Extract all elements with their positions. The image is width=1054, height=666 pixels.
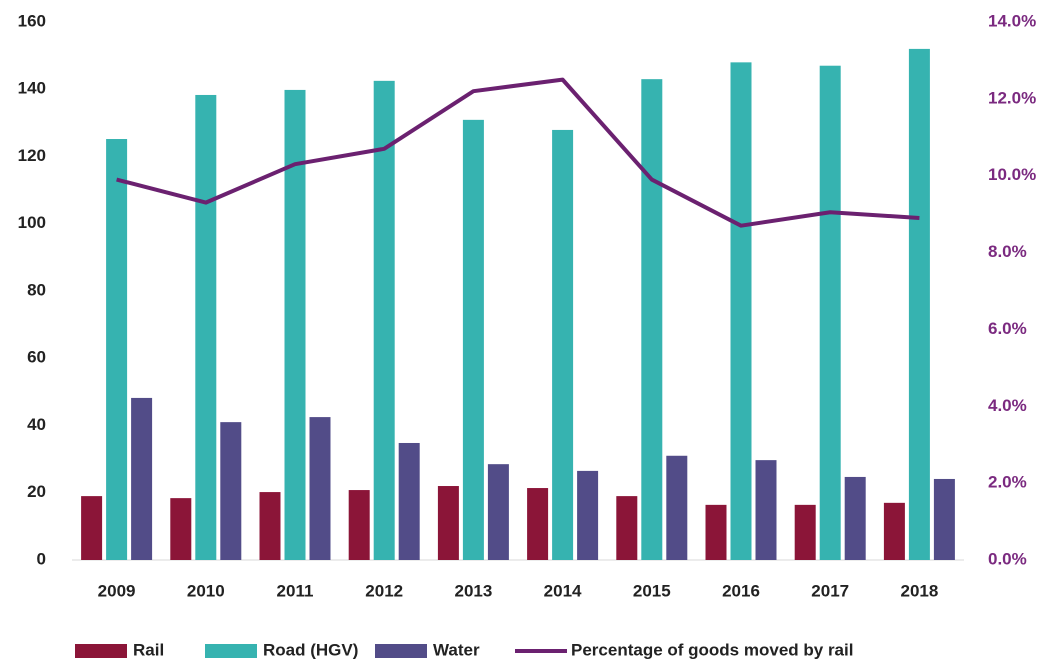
y2-tick-label: 8.0% xyxy=(988,242,1027,261)
y2-tick-label: 6.0% xyxy=(988,319,1027,338)
bar xyxy=(933,478,955,560)
bar xyxy=(666,455,688,560)
x-tick-label: 2010 xyxy=(187,581,225,600)
bar xyxy=(527,488,549,560)
bar xyxy=(220,422,242,560)
bar xyxy=(195,94,217,560)
line-series xyxy=(116,77,920,228)
y-tick-label: 160 xyxy=(18,11,46,30)
y-tick-label: 60 xyxy=(27,348,46,367)
bar xyxy=(883,502,905,560)
bar xyxy=(106,139,128,560)
bar xyxy=(462,119,484,560)
bar xyxy=(819,65,841,561)
legend-swatch xyxy=(375,644,427,658)
bar xyxy=(730,62,752,560)
y2-tick-label: 4.0% xyxy=(988,396,1027,415)
x-tick-label: 2014 xyxy=(544,581,582,600)
bar xyxy=(437,486,459,560)
bar xyxy=(131,397,153,560)
bar xyxy=(552,129,574,560)
bar xyxy=(170,498,192,560)
bar xyxy=(641,79,663,560)
y-tick-label: 120 xyxy=(18,146,46,165)
bar xyxy=(755,460,777,560)
x-tick-label: 2018 xyxy=(900,581,938,600)
y-tick-label: 140 xyxy=(18,79,46,98)
legend-label: Water xyxy=(433,640,480,659)
y-tick-label: 80 xyxy=(27,280,46,299)
legend-swatch xyxy=(75,644,127,658)
bar xyxy=(81,496,103,560)
x-tick-label: 2011 xyxy=(277,581,314,600)
y2-tick-label: 12.0% xyxy=(988,88,1036,107)
x-tick-label: 2013 xyxy=(454,581,492,600)
bar xyxy=(577,470,599,560)
x-tick-label: 2017 xyxy=(811,581,849,600)
y-tick-label: 0 xyxy=(37,549,46,568)
bar xyxy=(348,490,370,560)
x-tick-label: 2016 xyxy=(722,581,760,600)
x-tick-label: 2012 xyxy=(365,581,403,600)
y-tick-label: 20 xyxy=(27,482,46,501)
x-tick-label: 2009 xyxy=(98,581,136,600)
bar xyxy=(373,80,395,560)
legend-label: Road (HGV) xyxy=(263,640,358,659)
bar xyxy=(844,476,866,560)
legend-swatch xyxy=(205,644,257,658)
bar xyxy=(487,464,509,560)
y2-tick-label: 0.0% xyxy=(988,549,1027,568)
bar xyxy=(309,417,331,560)
bar xyxy=(705,504,727,560)
y-tick-label: 40 xyxy=(27,415,46,434)
x-tick-label: 2015 xyxy=(633,581,671,600)
legend-label: Rail xyxy=(133,640,164,659)
legend-label: Percentage of goods moved by rail xyxy=(571,640,853,659)
bar xyxy=(398,442,420,560)
bar xyxy=(908,48,930,561)
bar xyxy=(259,492,281,560)
y2-tick-label: 10.0% xyxy=(988,165,1036,184)
bar xyxy=(794,504,816,560)
y-tick-label: 100 xyxy=(18,213,46,232)
y2-tick-label: 2.0% xyxy=(988,473,1027,492)
bar xyxy=(616,496,638,560)
bar xyxy=(284,89,306,561)
y2-tick-label: 14.0% xyxy=(988,11,1036,30)
